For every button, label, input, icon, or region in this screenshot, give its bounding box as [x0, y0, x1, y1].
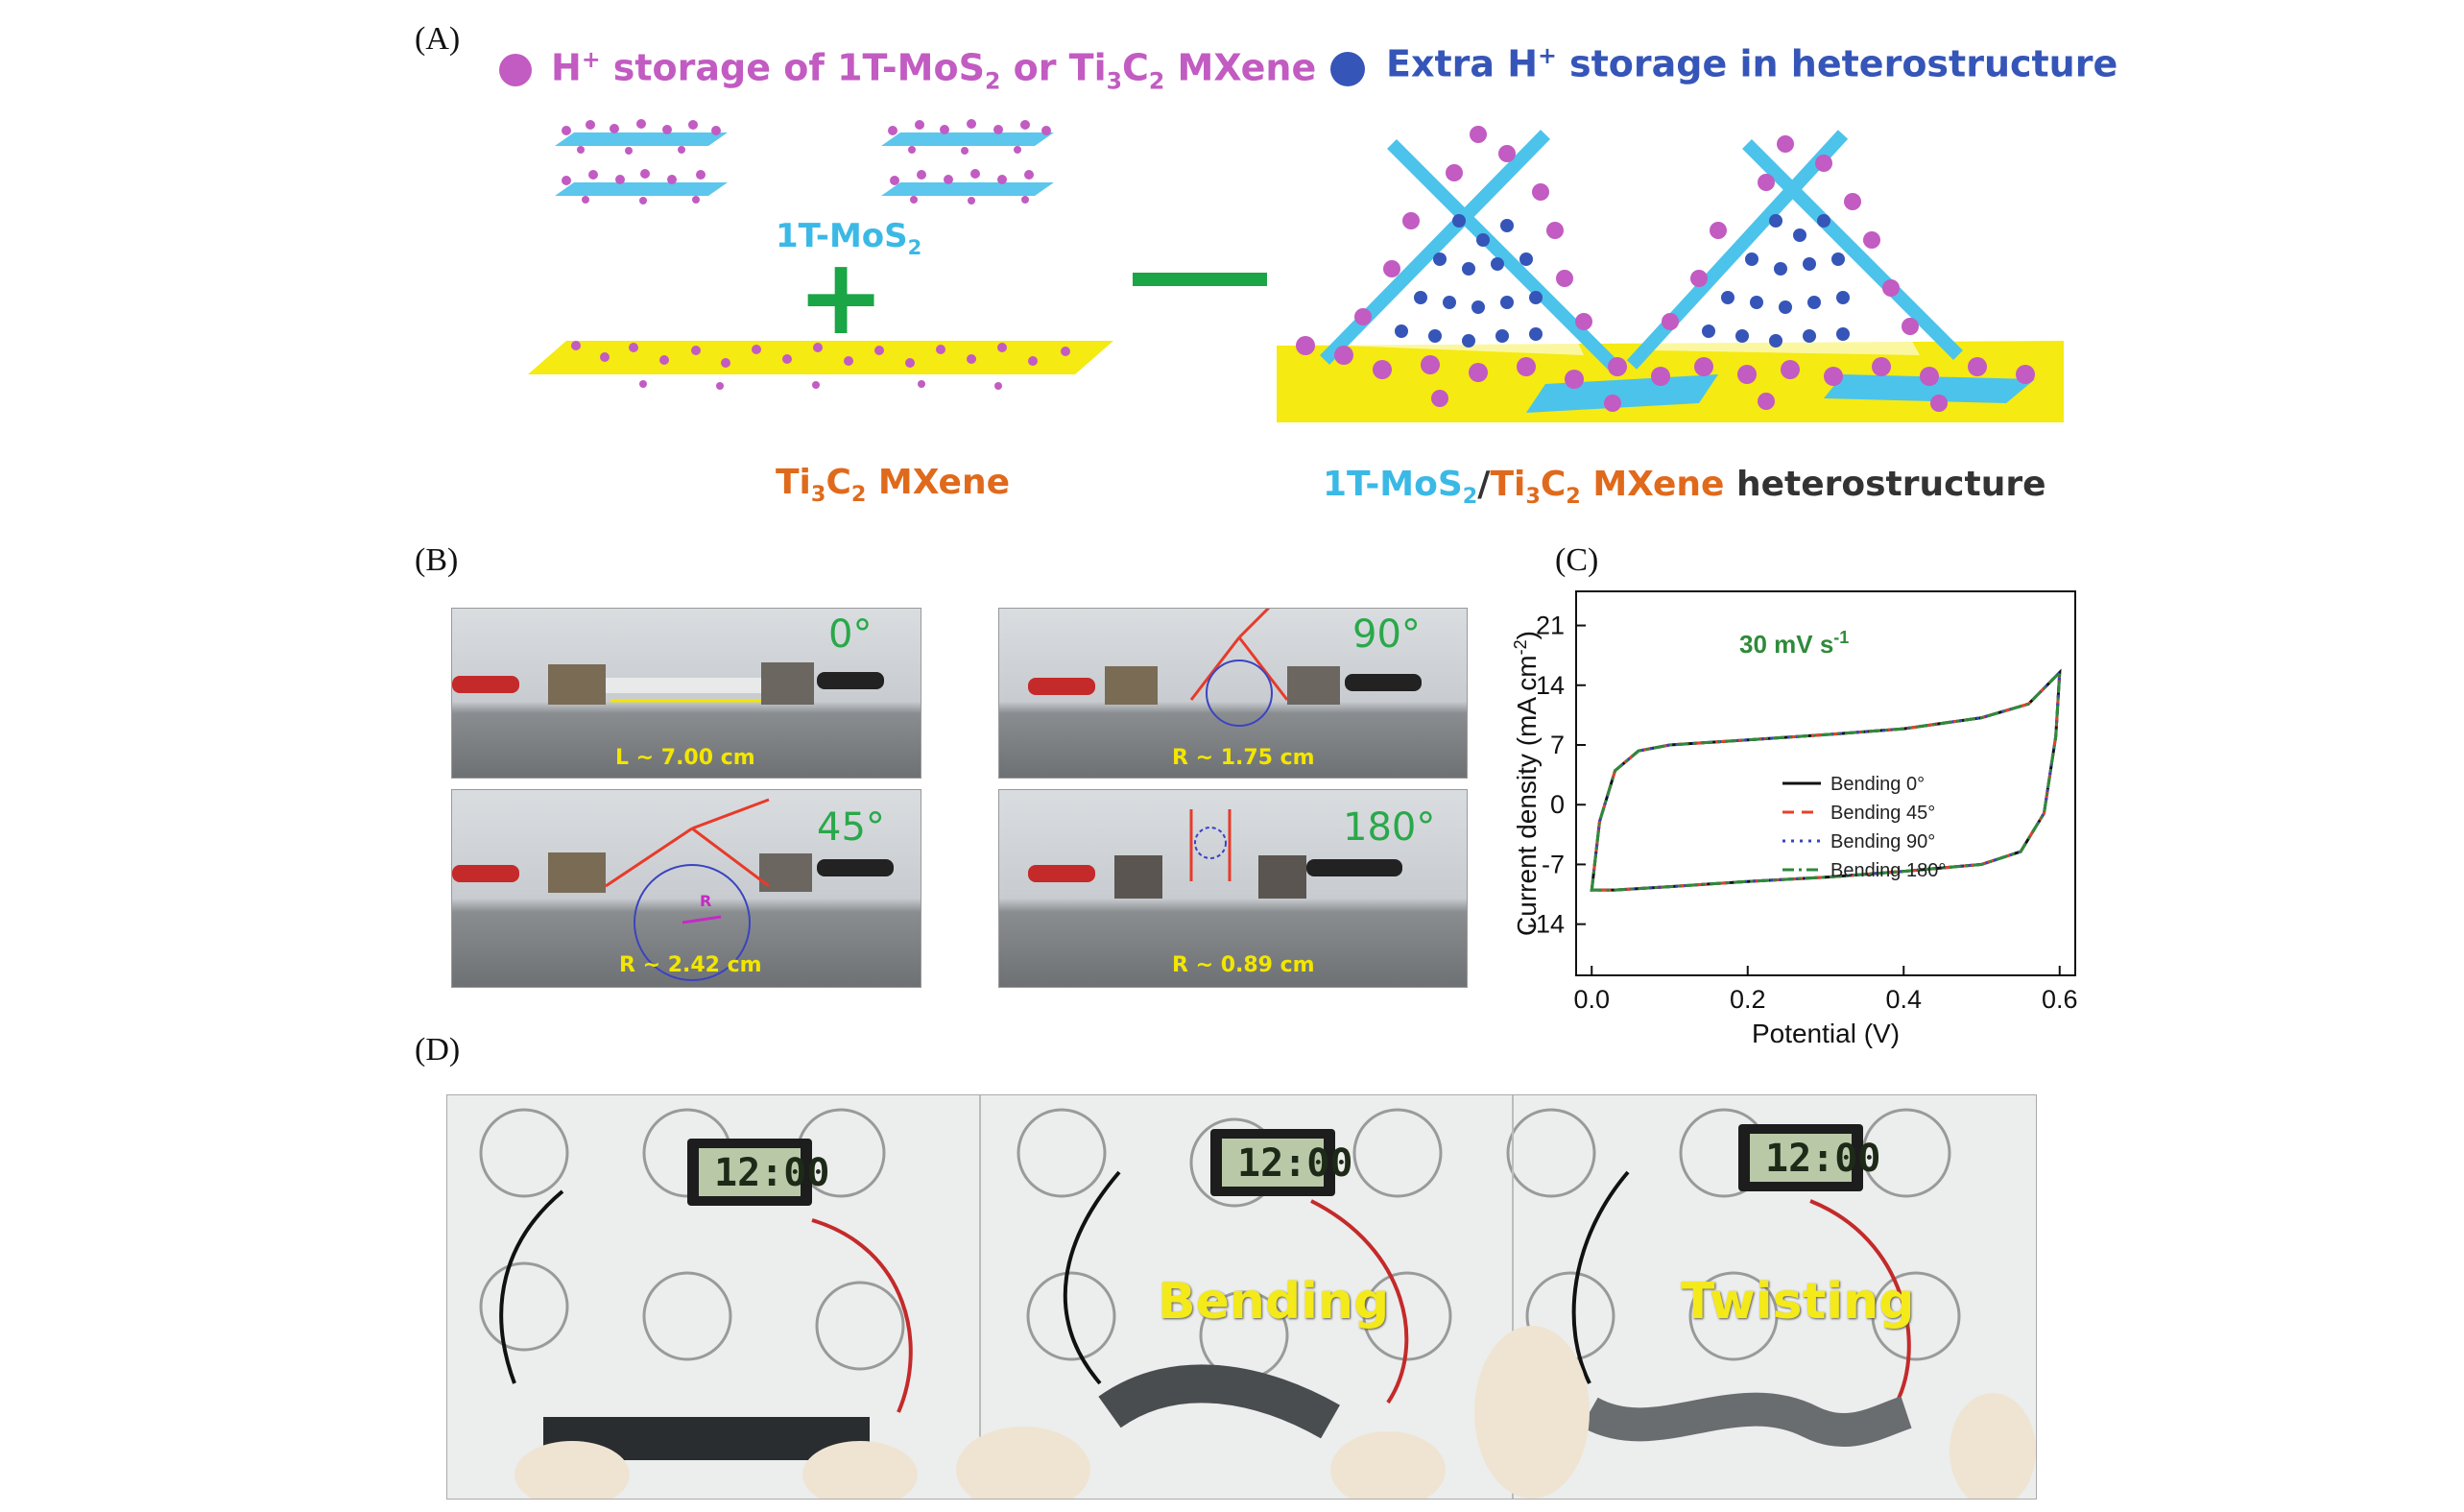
mos2-mxene-schematic — [528, 119, 1113, 390]
cv-curve-series-0 — [1590, 668, 2062, 892]
bend-0-drawing — [452, 662, 884, 705]
r-mark-45: R — [700, 892, 712, 910]
x-tick-label: 0.2 — [1730, 985, 1766, 1014]
panel-label-a: (A) — [415, 21, 461, 57]
minus-sign — [1133, 273, 1267, 286]
cv-curve-series-1 — [1590, 668, 2062, 892]
y-tick-label: 7 — [1550, 731, 1565, 759]
x-tick-label: 0.4 — [1885, 985, 1922, 1014]
clock-display-2: 12:00 — [1237, 1141, 1353, 1186]
y-tick-label: -7 — [1542, 850, 1565, 878]
measure-label-45: R ~ 2.42 cm — [619, 953, 762, 977]
bend-90-drawing — [1028, 609, 1422, 727]
bend-photo-180: 180° R ~ 0.89 cm — [998, 789, 1468, 988]
demo-photo-strip: 12:00 12:00 12:00 Bending Twisting — [446, 1094, 2037, 1500]
bending-label: Bending — [1158, 1273, 1390, 1331]
legend-entry: Bending 90° — [1830, 831, 1935, 852]
mxene-sheet — [528, 341, 1113, 374]
cv-curve-series-2 — [1590, 668, 2062, 892]
y-tick-label: 14 — [1536, 671, 1565, 700]
measure-label-90: R ~ 1.75 cm — [1172, 746, 1315, 770]
x-tick-label: 0.0 — [1573, 985, 1610, 1014]
y-tick-label: -14 — [1527, 910, 1565, 939]
heterostructure-schematic — [1277, 126, 2064, 422]
x-tick-label: 0.6 — [2042, 985, 2078, 1014]
demo-drawing — [479, 1095, 2036, 1499]
angle-label-45: 45° — [817, 805, 885, 850]
pink-dot-icon — [499, 54, 532, 86]
x-axis-label: Potential (V) — [1752, 1019, 1900, 1048]
panel-label-c: (C) — [1555, 542, 1599, 578]
measure-label-180: R ~ 0.89 cm — [1172, 953, 1315, 977]
legend-pink-text: H+ storage of 1T-MoS2 or Ti3C2 MXene — [551, 46, 1317, 95]
clock-display-1: 12:00 — [714, 1151, 830, 1195]
legend-entry: Bending 0° — [1830, 774, 1925, 795]
bend-photo-90: 90° R ~ 1.75 cm — [998, 608, 1468, 779]
y-tick-label: 21 — [1536, 612, 1565, 640]
panel-label-d: (D) — [415, 1032, 461, 1068]
plus-sign: + — [797, 235, 886, 358]
twisting-label: Twisting — [1681, 1273, 1915, 1331]
y-tick-label: 0 — [1550, 790, 1565, 819]
scan-rate-annotation: 30 mV s-1 — [1739, 628, 1849, 659]
bend-photo-0: 0° L ~ 7.00 cm — [451, 608, 921, 779]
angle-label-0: 0° — [828, 612, 873, 657]
heterostructure-label: 1T-MoS2/Ti3C2 MXene heterostructure — [1323, 465, 2046, 510]
legend-entry: Bending 45° — [1830, 803, 1935, 824]
angle-label-180: 180° — [1343, 805, 1436, 850]
legend-blue-text: Extra H+ storage in heterostructure — [1386, 42, 2118, 85]
blue-dot-icon — [1330, 52, 1365, 86]
cv-curve-series-3 — [1590, 668, 2062, 892]
legend-entry: Bending 180° — [1830, 860, 1946, 881]
clock-display-3: 12:00 — [1765, 1137, 1881, 1181]
chart-frame — [1575, 590, 2076, 976]
bend-45-drawing — [452, 798, 894, 981]
y-axis-label: Current density (mA cm-2) — [1511, 631, 1542, 936]
panel-label-b: (B) — [415, 542, 459, 578]
measure-label-0: L ~ 7.00 cm — [615, 746, 755, 770]
cv-chart: 0.0 0.2 0.4 0.6 21 14 7 0 -7 -14 Bending 0° Bendin… — [1511, 590, 2078, 1048]
bend-180-drawing — [1028, 809, 1402, 899]
mos2-label: 1T-MoS2 — [776, 217, 922, 259]
bend-photo-45: 45° R ~ 2.42 cm R — [451, 789, 921, 988]
mxene-label: Ti3C2 MXene — [776, 463, 1010, 508]
angle-label-90: 90° — [1352, 612, 1421, 657]
